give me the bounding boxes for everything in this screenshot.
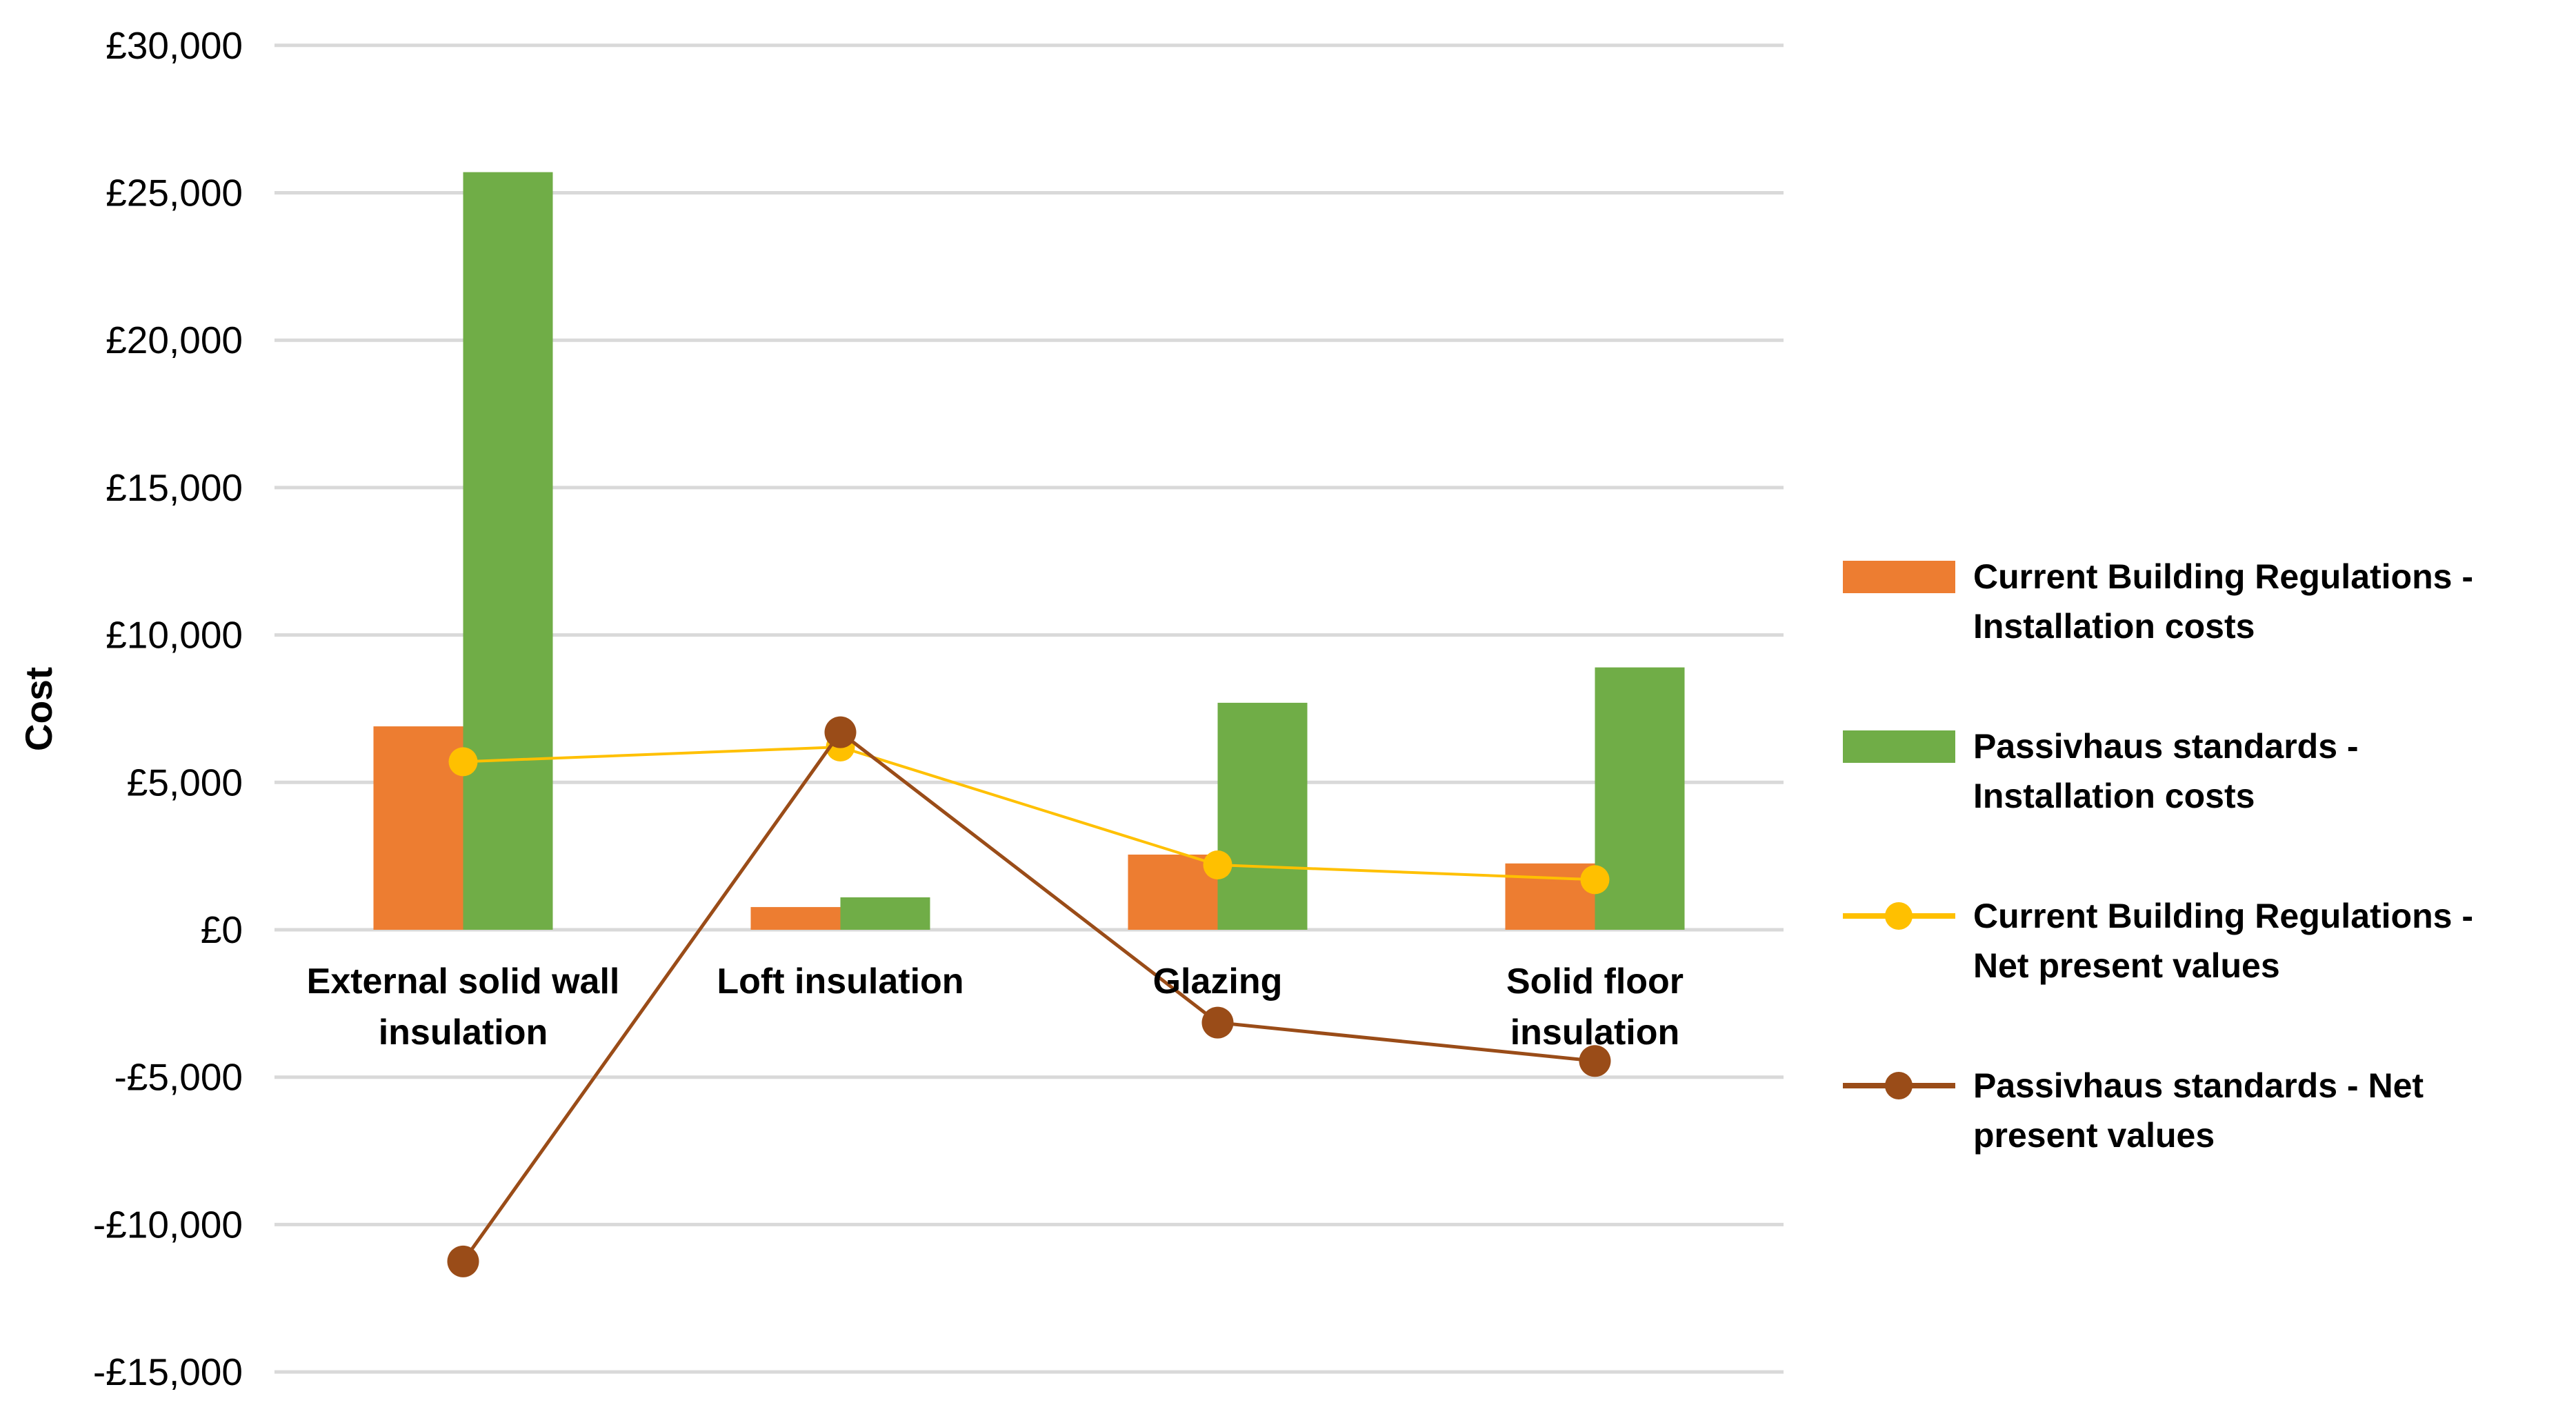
line-current-regs-npv [463,746,1595,881]
bar-current-regs-install [1128,855,1218,930]
legend-item-current-regs-npv: Current Building Regulations - Net prese… [1843,891,2574,990]
data-point-current-regs-npv [448,747,478,777]
y-axis-title: Cost [17,667,60,751]
bar-current-regs-install [750,907,841,930]
x-category-label: External solid wall insulation [307,961,620,1053]
legend-line-dot-brown-icon [1843,1072,1955,1099]
y-tick-label: £10,000 [106,614,243,657]
bar-current-regs-install [373,726,463,930]
bar-current-regs-install [1505,863,1595,930]
x-category-label: Solid floor insulation [1506,961,1684,1053]
legend-label: Passivhaus standards - Installation cost… [1973,727,2359,815]
legend-bar-swatch-green-icon [1843,730,1955,763]
y-tick-label: £0 [201,908,243,951]
bar-passivhaus-install [1595,667,1685,930]
legend-label: Current Building Regulations - Net prese… [1973,897,2473,985]
data-point-passivhaus-npv [447,1245,479,1277]
legend-line-dot-yellow-icon [1843,902,1955,930]
bar-passivhaus-install [463,172,553,930]
legend-bar-swatch-orange-icon [1843,560,1955,593]
y-tick-label: £30,000 [106,24,243,67]
data-point-current-regs-npv [1580,865,1610,895]
data-point-passivhaus-npv [1579,1045,1611,1077]
data-point-passivhaus-npv [1201,1006,1234,1039]
y-tick-label: -£15,000 [93,1351,243,1393]
y-tick-label: £15,000 [106,466,243,509]
legend-item-passivhaus-npv: Passivhaus standards - Net present value… [1843,1061,2574,1160]
data-point-passivhaus-npv [824,716,857,748]
x-category-label: Loft insulation [717,961,963,1002]
legend: Current Building Regulations - Installat… [1843,552,2574,1160]
y-tick-label: £25,000 [106,172,243,215]
legend-label: Current Building Regulations - Installat… [1973,557,2473,646]
x-category-label: Glazing [1153,961,1283,1002]
y-tick-label: £20,000 [106,319,243,361]
y-tick-label: £5,000 [127,761,243,804]
data-point-current-regs-npv [1203,850,1232,879]
y-tick-label: -£10,000 [93,1203,243,1246]
legend-item-passivhaus-installation: Passivhaus standards - Installation cost… [1843,721,2574,821]
bar-passivhaus-install [1217,702,1308,930]
legend-label: Passivhaus standards - Net present value… [1973,1066,2424,1155]
y-tick-label: -£5,000 [114,1056,243,1099]
legend-item-current-regs-installation: Current Building Regulations - Installat… [1843,552,2574,651]
line-passivhaus-npv [461,730,1595,1263]
bar-passivhaus-install [840,897,930,930]
